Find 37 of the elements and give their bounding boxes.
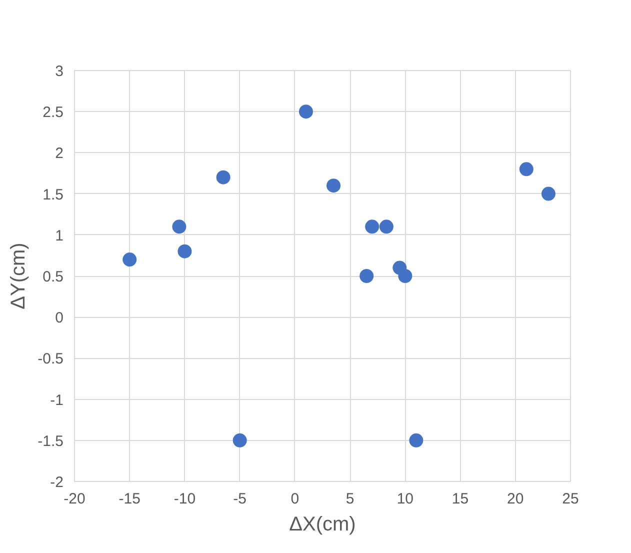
- point: [365, 220, 380, 234]
- y-tick-label: 1: [55, 227, 64, 244]
- point: [232, 433, 247, 448]
- x-tick-label: 15: [452, 490, 469, 508]
- point: [326, 178, 341, 193]
- y-tick-label: 2.5: [42, 104, 64, 122]
- x-tick-label: 5: [346, 490, 354, 508]
- x-tick-label: -20: [64, 490, 86, 508]
- point: [216, 170, 230, 184]
- y-tick-label: -1.5: [38, 432, 64, 450]
- x-tick-label: -15: [118, 490, 140, 508]
- point: [178, 244, 192, 258]
- x-tick-label: 10: [396, 490, 414, 508]
- x-tick-label: -10: [174, 490, 196, 508]
- x-tick-label: 25: [562, 490, 579, 508]
- y-tick-label: 2: [55, 145, 64, 162]
- x-tick-label: 0: [290, 490, 300, 508]
- point: [298, 104, 313, 119]
- y-tick-label: -2: [50, 474, 64, 491]
- point: [379, 220, 394, 234]
- y-tick-label: 0: [55, 310, 64, 327]
- point: [122, 252, 137, 267]
- point: [172, 220, 186, 234]
- point: [409, 433, 424, 448]
- point: [541, 186, 556, 201]
- x-tick-label: 20: [507, 490, 524, 508]
- point: [360, 269, 374, 283]
- y-tick-label: 1.5: [42, 186, 64, 204]
- point: [398, 269, 412, 283]
- y-tick-label: 3: [55, 63, 64, 80]
- y-axis-title: ΔY(cm): [8, 242, 30, 310]
- x-axis-title: ΔX(cm): [289, 514, 356, 536]
- y-tick-label: -0.5: [38, 350, 64, 368]
- point: [519, 162, 534, 176]
- y-tick-label: -1: [50, 392, 64, 409]
- y-tick-label: 0.5: [42, 268, 64, 286]
- x-tick-label: -5: [233, 490, 247, 508]
